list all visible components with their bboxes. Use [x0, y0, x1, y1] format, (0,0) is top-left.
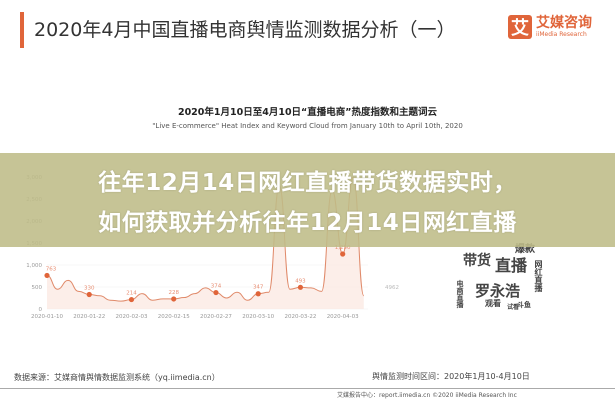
headline-overlay: 往年12月14日网红直播带货数据实时， 如何获取并分析往年12月14日网红直播 [0, 153, 615, 247]
footer-divider [0, 388, 615, 389]
data-label: 1,250 [335, 245, 351, 251]
data-label: 330 [84, 285, 95, 291]
data-label: 347 [253, 285, 264, 291]
data-label: 493 [295, 278, 306, 284]
keyword: 网红直播 [534, 260, 543, 292]
data-point [128, 296, 135, 303]
y-tick-label: 1,000 [26, 263, 42, 269]
data-point [255, 291, 261, 297]
x-tick-label: 2020-01-22 [73, 314, 105, 320]
x-tick-label: 2020-02-27 [200, 314, 232, 320]
x-tick-label: 2020-02-15 [158, 314, 190, 320]
keyword-cloud: 罗永浩 带货 直播 爆款观看 斗鱼 试看 网红直播电商直播 [455, 240, 545, 311]
y-tick-label: 500 [32, 285, 43, 291]
keyword: 试看 [507, 304, 520, 311]
data-point [340, 251, 346, 257]
y-tick-label: 0 [39, 307, 43, 313]
data-label: 228 [168, 290, 179, 296]
keyword: 罗永浩 [475, 282, 521, 300]
keyword: 斗鱼 [517, 301, 531, 309]
slide-title: 2020年4月中国直播电商舆情监测数据分析（一） [34, 19, 456, 41]
chart-subtitle: "Live E-commerce" Heat Index and Keyword… [152, 122, 463, 130]
data-point [213, 289, 219, 296]
logo-en: iiMedia Research [536, 31, 587, 38]
x-tick-label: 2020-04-03 [327, 314, 359, 320]
keyword: 观看 [485, 299, 501, 308]
footer-credit: 艾媒报告中心：report.iimedia.cn ©2020 iiMedia R… [337, 392, 517, 399]
data-label: 214 [126, 291, 137, 297]
data-point [297, 284, 304, 290]
area-fill [47, 177, 364, 309]
logo-cn: 艾媒咨询 [536, 15, 592, 31]
data-source: 数据来源：艾媒商情舆情数据监测系统（yq.iimedia.cn） [14, 373, 220, 382]
chart-title: 2020年1月10日至4月10日“直播电商”热度指数和主题词云 [177, 107, 438, 118]
x-tick-label: 2020-01-10 [31, 314, 63, 320]
keyword: 直播 [495, 256, 528, 275]
keyword: 电商直播 [456, 280, 464, 308]
imedia-logo: 艾 艾媒咨询 iiMedia Research [508, 15, 592, 39]
side-label: 4962 [385, 285, 399, 291]
x-tick-label: 2020-02-03 [115, 314, 147, 320]
data-point [86, 291, 92, 298]
logo-mark-icon: 艾 [508, 15, 532, 39]
x-tick-label: 2020-03-22 [284, 314, 316, 320]
title-accent-bar [20, 12, 24, 48]
data-label: 374 [211, 284, 222, 290]
data-point [44, 272, 50, 279]
keyword: 带货 [463, 253, 491, 269]
keyword: 爆款 [515, 244, 535, 255]
headline-line-2: 如何获取并分析往年12月14日网红直播 [98, 210, 517, 236]
data-label: 763 [46, 266, 57, 272]
monitor-range: 舆情监测时间区间：2020年1月10-4月10日 [372, 372, 530, 381]
x-tick-label: 2020-03-10 [242, 314, 274, 320]
headline-line-1: 往年12月14日网红直播带货数据实时， [98, 170, 517, 196]
data-point [171, 296, 177, 302]
